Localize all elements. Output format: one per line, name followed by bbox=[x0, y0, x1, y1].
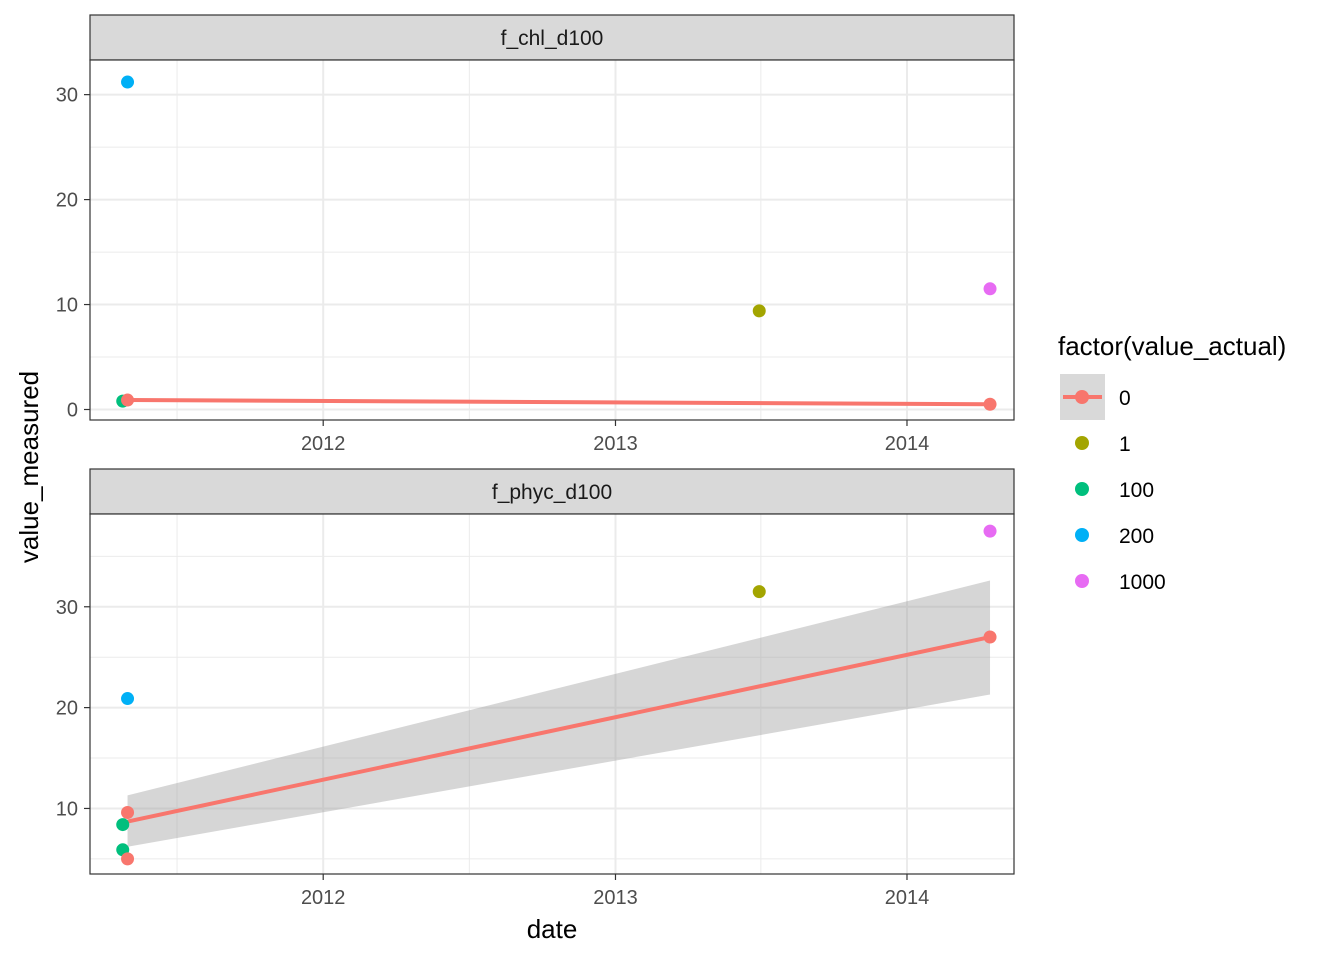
y-tick-label: 30 bbox=[56, 597, 78, 619]
data-point bbox=[121, 852, 135, 866]
data-point bbox=[752, 304, 766, 318]
legend-item: 200 bbox=[1075, 525, 1154, 548]
fit-line bbox=[127, 635, 991, 824]
confidence-band bbox=[127, 580, 991, 847]
data-point bbox=[121, 393, 135, 407]
legend-item: 100 bbox=[1075, 479, 1154, 502]
x-axis-title: date bbox=[527, 914, 578, 944]
legend-key-point bbox=[1075, 436, 1089, 450]
legend-key-point bbox=[1075, 528, 1089, 542]
y-tick-label: 10 bbox=[56, 295, 78, 317]
data-point bbox=[116, 818, 130, 832]
plot-border bbox=[89, 59, 1015, 421]
x-tick-label: 2012 bbox=[301, 433, 346, 455]
legend-label: 1 bbox=[1119, 433, 1131, 456]
data-point bbox=[121, 805, 135, 819]
strip-label: f_chl_d100 bbox=[501, 27, 604, 50]
legend-item: 1 bbox=[1075, 433, 1131, 456]
y-tick-label: 0 bbox=[67, 400, 78, 422]
plot-area bbox=[90, 60, 1014, 420]
legend-label: 1000 bbox=[1119, 571, 1166, 594]
legend-item: 0 bbox=[1060, 374, 1131, 420]
x-tick-label: 2012 bbox=[301, 887, 346, 909]
y-tick-label: 20 bbox=[56, 190, 78, 212]
data-point bbox=[752, 585, 766, 599]
x-axis: 2012 2013 2014 bbox=[301, 874, 929, 909]
legend-key-point bbox=[1075, 574, 1089, 588]
panel-f-chl-d100: f_chl_d100 0 10 20 30 2012 2013 2014 bbox=[56, 14, 1015, 455]
legend-title: factor(value_actual) bbox=[1058, 331, 1286, 361]
legend-item: 1000 bbox=[1075, 571, 1166, 594]
data-point bbox=[983, 630, 997, 644]
y-axis: 10 20 30 bbox=[56, 597, 90, 820]
y-tick-label: 20 bbox=[56, 698, 78, 720]
x-tick-label: 2013 bbox=[593, 433, 638, 455]
fit-line bbox=[127, 398, 991, 407]
x-tick-label: 2014 bbox=[885, 433, 930, 455]
plot-border bbox=[89, 513, 1015, 875]
data-point bbox=[983, 397, 997, 411]
strip-background bbox=[89, 14, 1015, 61]
data-point bbox=[983, 282, 997, 296]
strip-label: f_phyc_d100 bbox=[492, 481, 612, 504]
legend-label: 0 bbox=[1119, 387, 1131, 410]
x-tick-label: 2014 bbox=[885, 887, 930, 909]
plot-area bbox=[90, 514, 1014, 874]
legend-key-point bbox=[1075, 390, 1089, 404]
y-axis: 0 10 20 30 bbox=[56, 85, 90, 422]
gridlines bbox=[90, 514, 1014, 874]
y-tick-label: 10 bbox=[56, 798, 78, 820]
x-tick-label: 2013 bbox=[593, 887, 638, 909]
points bbox=[116, 524, 997, 866]
y-axis-title: value_measured bbox=[14, 371, 44, 563]
data-point bbox=[121, 75, 135, 89]
data-point bbox=[983, 524, 997, 538]
panel-f-phyc-d100: f_phyc_d100 10 20 30 2012 2013 2014 bbox=[56, 468, 1015, 909]
points bbox=[116, 75, 997, 411]
legend: factor(value_actual) 0 1 100 200 1000 bbox=[1058, 331, 1286, 594]
y-tick-label: 30 bbox=[56, 85, 78, 107]
gridlines bbox=[90, 60, 1014, 420]
legend-key-point bbox=[1075, 482, 1089, 496]
x-axis: 2012 2013 2014 bbox=[301, 420, 929, 455]
data-point bbox=[121, 692, 135, 706]
legend-label: 200 bbox=[1119, 525, 1154, 548]
legend-label: 100 bbox=[1119, 479, 1154, 502]
